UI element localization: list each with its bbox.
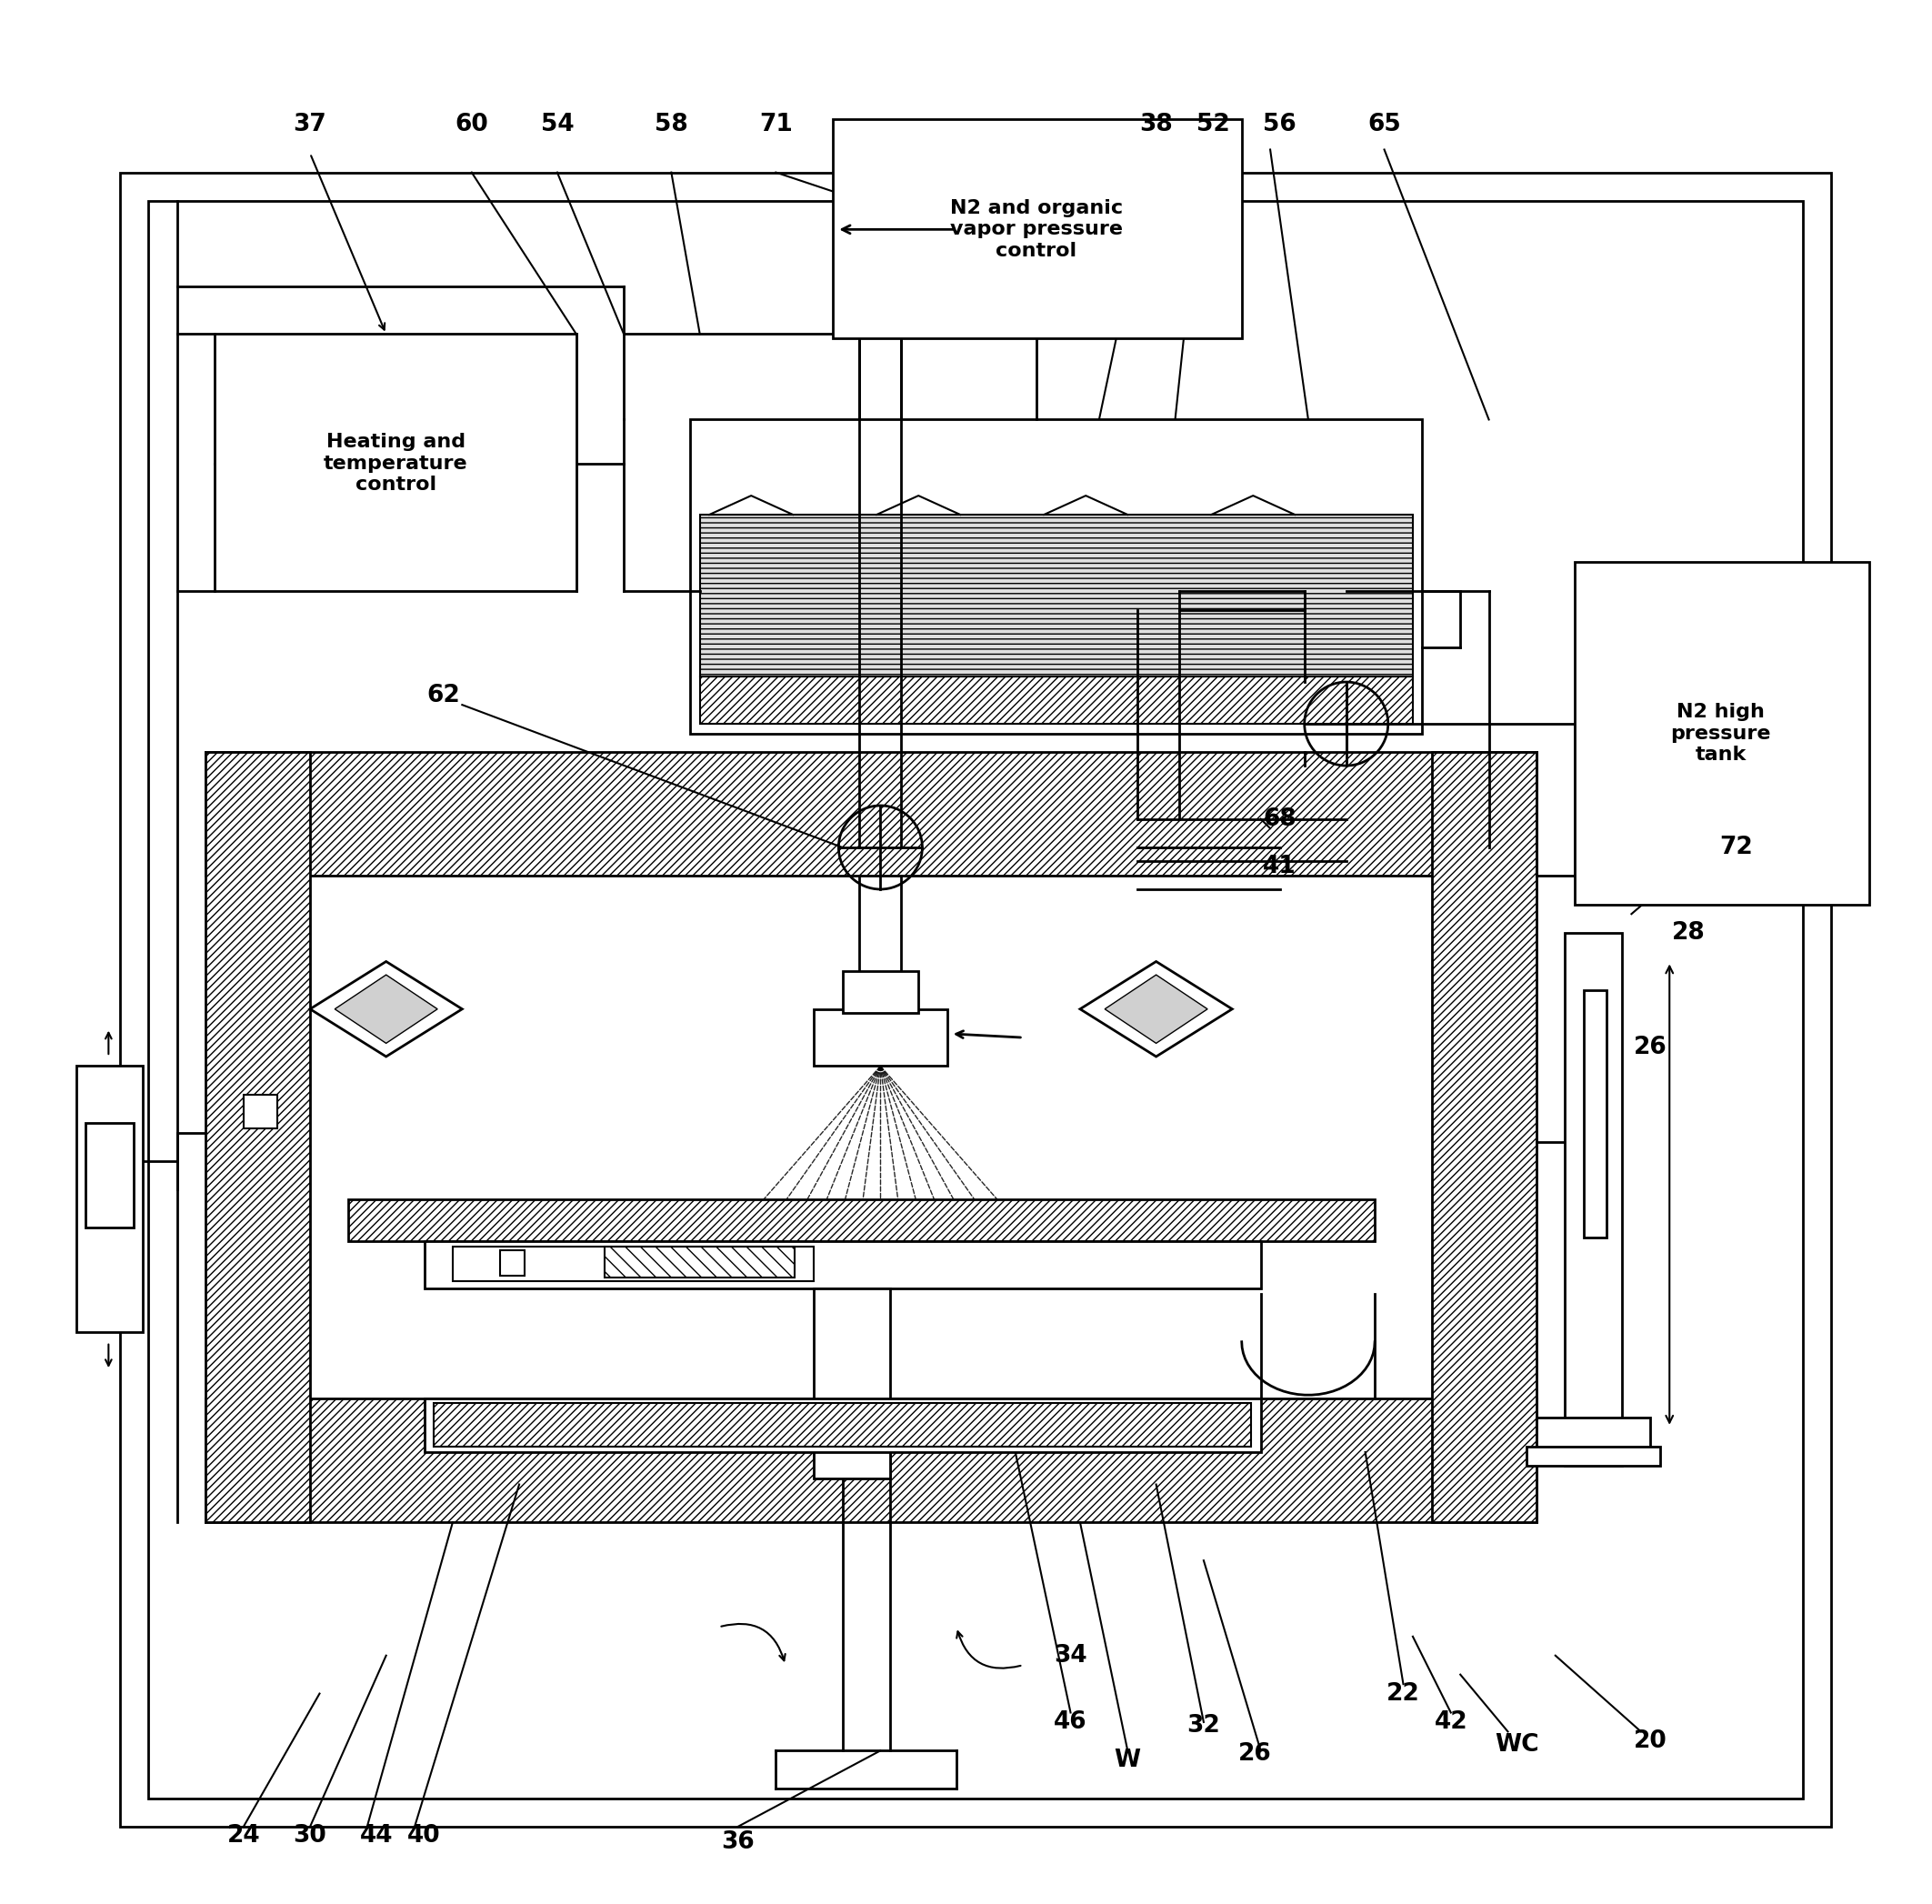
Text: 24: 24 [226,1824,261,1849]
Bar [699,514,1412,676]
Bar [833,120,1242,337]
Text: 65: 65 [1368,112,1401,137]
Bar [214,333,576,590]
Text: Heating and
temperature
control: Heating and temperature control [323,432,468,493]
Bar [1565,933,1623,1466]
Text: 54: 54 [541,112,574,137]
Text: 30: 30 [294,1824,327,1849]
Text: 72: 72 [1719,836,1752,859]
Bar [205,752,309,1523]
Polygon shape [309,962,462,1057]
Polygon shape [334,975,437,1043]
Text: 28: 28 [1671,922,1706,944]
Text: 34: 34 [1055,1643,1088,1668]
Text: 44: 44 [359,1824,394,1849]
Bar [433,1403,1252,1447]
Text: 46: 46 [1055,1710,1088,1735]
Bar [1526,1447,1660,1466]
Bar [500,1251,526,1276]
Text: 42: 42 [1434,1710,1468,1735]
Text: 41: 41 [1264,855,1296,878]
Text: 22: 22 [1387,1681,1420,1706]
Bar [699,676,1412,724]
Bar [120,173,1832,1826]
Text: 32: 32 [1186,1714,1221,1738]
Bar [85,1123,133,1228]
Text: 26: 26 [1634,1036,1667,1059]
Bar [205,1399,1536,1523]
Bar [205,752,1536,876]
Text: 68: 68 [1264,807,1296,830]
Bar [348,1200,1376,1241]
Bar [425,1241,1262,1289]
Bar [243,1095,278,1129]
Bar [425,1399,1262,1453]
Bar [842,971,918,1013]
Text: 37: 37 [294,112,327,137]
Bar [605,1247,794,1278]
Bar [1432,752,1536,1523]
Text: W: W [1115,1748,1142,1773]
Text: N2 and organic
vapor pressure
control: N2 and organic vapor pressure control [951,200,1122,259]
Text: 60: 60 [454,112,489,137]
Bar [1575,562,1868,904]
Text: 38: 38 [1140,112,1173,137]
Bar [452,1247,813,1281]
Text: 26: 26 [1238,1742,1271,1767]
Polygon shape [1105,975,1208,1043]
Text: 58: 58 [655,112,688,137]
Bar [75,1066,143,1333]
Polygon shape [1080,962,1233,1057]
Bar [309,876,1432,1399]
Text: WC: WC [1495,1733,1540,1757]
Text: N2 high
pressure
tank: N2 high pressure tank [1671,703,1772,764]
Bar [813,1289,891,1479]
Bar [1584,990,1607,1238]
Text: 62: 62 [427,684,460,706]
Bar [149,202,1803,1797]
Text: 71: 71 [759,112,792,137]
Text: 56: 56 [1264,112,1296,137]
Bar [813,1009,947,1066]
Text: 20: 20 [1634,1729,1667,1754]
Text: 52: 52 [1196,112,1231,137]
Bar [1536,1418,1650,1457]
Bar [690,419,1422,733]
Text: 40: 40 [408,1824,440,1849]
Text: 36: 36 [721,1830,755,1854]
